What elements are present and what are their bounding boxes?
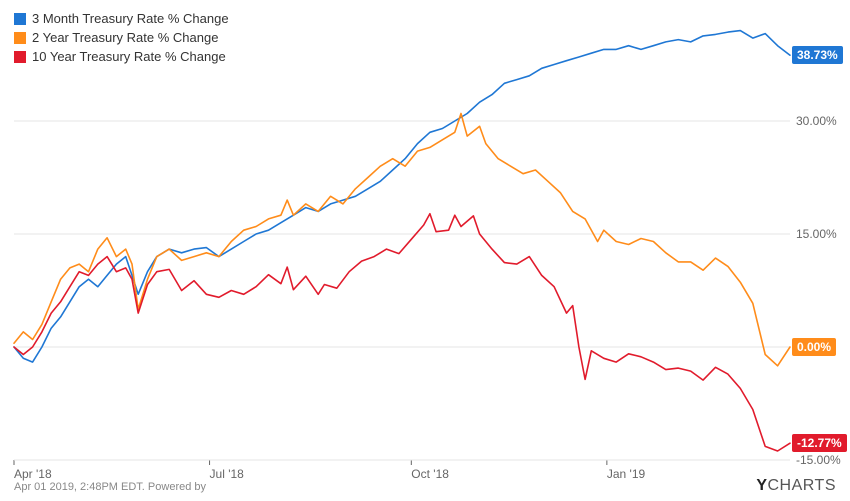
end-label-3m: 38.73% <box>792 46 843 64</box>
y-tick-label: 30.00% <box>796 114 837 128</box>
legend-item-2y: 2 Year Treasury Rate % Change <box>14 29 229 47</box>
footer-left: Apr 01 2019, 2:48PM EDT. Powered by <box>14 481 206 493</box>
legend-swatch-2y <box>14 32 26 44</box>
footer-brand-rest: CHARTS <box>768 477 837 494</box>
legend-swatch-3m <box>14 13 26 25</box>
footer-brand-bold: Y <box>756 477 767 494</box>
legend: 3 Month Treasury Rate % Change2 Year Tre… <box>14 10 229 67</box>
footer-brand: YCHARTS <box>756 477 836 495</box>
footer-timestamp: Apr 01 2019, 2:48PM EDT. <box>14 481 145 493</box>
chart-footer: Apr 01 2019, 2:48PM EDT. Powered by YCHA… <box>14 477 836 495</box>
end-label-2y: 0.00% <box>792 338 836 356</box>
end-label-10y: -12.77% <box>792 434 847 452</box>
y-tick-label: -15.00% <box>796 453 841 467</box>
legend-item-3m: 3 Month Treasury Rate % Change <box>14 10 229 28</box>
legend-label-2y: 2 Year Treasury Rate % Change <box>32 29 218 47</box>
series-line-2y <box>14 114 790 366</box>
series-line-10y <box>14 214 790 451</box>
chart-svg: -15.00%0.00%15.00%30.00%Apr '18Jul '18Oc… <box>0 0 850 501</box>
treasury-rate-chart: -15.00%0.00%15.00%30.00%Apr '18Jul '18Oc… <box>0 0 850 501</box>
series-line-3m <box>14 31 790 363</box>
legend-label-3m: 3 Month Treasury Rate % Change <box>32 10 229 28</box>
y-tick-label: 15.00% <box>796 227 837 241</box>
legend-label-10y: 10 Year Treasury Rate % Change <box>32 48 226 66</box>
footer-powered-by: Powered by <box>148 481 206 493</box>
legend-item-10y: 10 Year Treasury Rate % Change <box>14 48 229 66</box>
legend-swatch-10y <box>14 51 26 63</box>
